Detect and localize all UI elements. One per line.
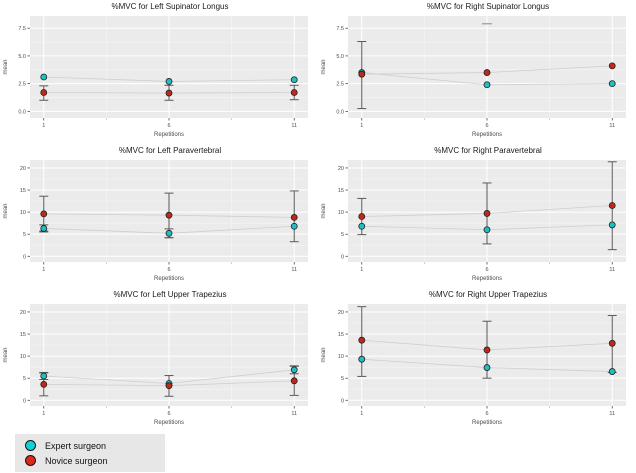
svg-text:1: 1 (42, 123, 45, 129)
chart-plot-area: 0 5 10 15 20 1 6 11 Repetitions mean (321, 304, 626, 426)
svg-text:0.0: 0.0 (18, 109, 26, 115)
novice-surgeon-swatch-icon (25, 455, 36, 466)
svg-text:11: 11 (291, 123, 297, 129)
legend-row: Expert surgeon Novice surgeon (0, 432, 636, 473)
svg-text:11: 11 (609, 123, 615, 129)
legend-label: Expert surgeon (45, 440, 107, 451)
svg-text:5.0: 5.0 (18, 54, 26, 60)
svg-text:0: 0 (341, 398, 344, 404)
chart-plot-area: 0 5 10 15 20 1 6 11 Repetitions mean (3, 160, 308, 282)
svg-text:mean: mean (3, 347, 9, 362)
expert-surgeon-swatch-icon (25, 440, 36, 451)
svg-text:5: 5 (341, 376, 344, 382)
svg-text:1: 1 (42, 267, 45, 273)
svg-text:5: 5 (23, 376, 26, 382)
chart-right-supinator-longus: %MVC for Right Supinator Longus 0.0 2.5 5.… (318, 0, 636, 144)
svg-text:15: 15 (338, 332, 344, 338)
svg-text:10: 10 (20, 354, 26, 360)
svg-text:11: 11 (291, 267, 297, 273)
svg-text:mean: mean (321, 59, 327, 74)
svg-text:7.5: 7.5 (18, 26, 26, 32)
legend-item-novice: Novice surgeon (25, 453, 165, 468)
chart-plot-area: 0 5 10 15 20 1 6 11 Repetitions mean (321, 160, 626, 282)
svg-text:1: 1 (360, 267, 363, 273)
svg-text:0: 0 (341, 254, 344, 260)
svg-text:6: 6 (167, 267, 170, 273)
chart-left-upper-trapezius: %MVC for Left Upper Trapezius 0 5 10 15 20 1 6… (0, 288, 318, 432)
svg-text:mean: mean (321, 203, 327, 218)
svg-text:6: 6 (167, 123, 170, 129)
chart-title: %MVC for Right Upper Trapezius (428, 290, 548, 299)
svg-text:0.0: 0.0 (336, 109, 344, 115)
chart-title: %MVC for Right Supinator Longus (426, 2, 550, 11)
svg-text:1: 1 (42, 411, 45, 417)
svg-text:2.5: 2.5 (18, 82, 26, 88)
svg-text:15: 15 (20, 332, 26, 338)
svg-text:1: 1 (360, 411, 363, 417)
svg-text:Repetitions: Repetitions (472, 420, 502, 426)
svg-text:mean: mean (3, 203, 9, 218)
svg-text:10: 10 (20, 210, 26, 216)
svg-text:6: 6 (485, 267, 488, 273)
svg-text:mean: mean (321, 347, 327, 362)
svg-text:11: 11 (609, 411, 615, 417)
svg-text:11: 11 (291, 411, 297, 417)
svg-text:6: 6 (167, 411, 170, 417)
legend: Expert surgeon Novice surgeon (15, 434, 165, 472)
chart-right-upper-trapezius: %MVC for Right Upper Trapezius 0 5 10 15 20 1… (318, 288, 636, 432)
svg-text:1: 1 (360, 123, 363, 129)
svg-text:15: 15 (20, 188, 26, 194)
chart-plot-area: 0.0 2.5 5.0 7.5 1 6 11 Repetitions mean (321, 16, 626, 138)
svg-text:5: 5 (341, 232, 344, 238)
svg-text:15: 15 (338, 188, 344, 194)
chart-title: %MVC for Left Upper Trapezius (113, 290, 227, 299)
chart-title: %MVC for Right Paravertebral (434, 146, 542, 155)
chart-plot-area: 0 5 10 15 20 1 6 11 Repetitions mean (3, 304, 308, 426)
svg-text:10: 10 (338, 354, 344, 360)
svg-text:20: 20 (338, 310, 344, 316)
svg-text:Repetitions: Repetitions (154, 420, 184, 426)
svg-text:10: 10 (338, 210, 344, 216)
svg-text:11: 11 (609, 267, 615, 273)
svg-text:0: 0 (23, 398, 26, 404)
chart-right-paravertebral: %MVC for Right Paravertebral 0 5 10 15 20 1 6 1… (318, 144, 636, 288)
svg-text:6: 6 (485, 411, 488, 417)
chart-title: %MVC for Left Supinator Longus (111, 2, 229, 11)
svg-text:5.0: 5.0 (336, 54, 344, 60)
legend-label: Novice surgeon (45, 455, 108, 466)
svg-text:6: 6 (485, 123, 488, 129)
svg-text:0: 0 (23, 254, 26, 260)
svg-text:Repetitions: Repetitions (154, 276, 184, 282)
svg-text:Repetitions: Repetitions (154, 132, 184, 138)
svg-text:mean: mean (3, 59, 9, 74)
legend-item-expert: Expert surgeon (25, 438, 165, 453)
svg-text:Repetitions: Repetitions (472, 132, 502, 138)
charts-grid: %MVC for Left Supinator Longus 0.0 2.5 5.0… (0, 0, 636, 432)
svg-text:7.5: 7.5 (336, 26, 344, 32)
svg-text:2.5: 2.5 (336, 82, 344, 88)
svg-text:5: 5 (23, 232, 26, 238)
svg-text:20: 20 (338, 166, 344, 172)
chart-title: %MVC for Left Paravertebral (118, 146, 222, 155)
svg-text:20: 20 (20, 310, 26, 316)
chart-left-paravertebral: %MVC for Left Paravertebral 0 5 10 15 20 1 6 11… (0, 144, 318, 288)
chart-plot-area: 0.0 2.5 5.0 7.5 1 6 11 Repetitions mean (3, 16, 308, 138)
svg-text:20: 20 (20, 166, 26, 172)
chart-left-supinator-longus: %MVC for Left Supinator Longus 0.0 2.5 5.0… (0, 0, 318, 144)
svg-text:Repetitions: Repetitions (472, 276, 502, 282)
